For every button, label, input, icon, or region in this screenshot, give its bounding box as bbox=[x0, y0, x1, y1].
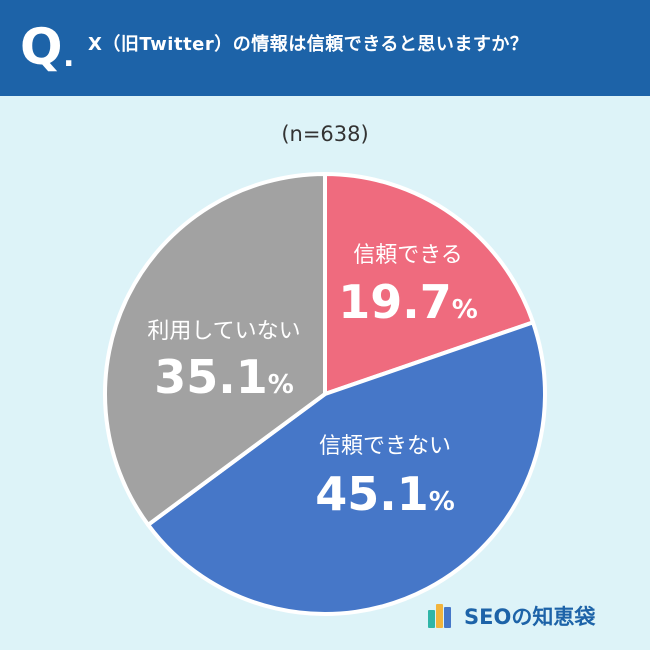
pie-labels: 信頼できる 19.7% 信頼できない 45.1% 利用していない 35.1% bbox=[147, 243, 477, 521]
slice-label-trust: 信頼できる bbox=[353, 243, 463, 268]
slice-value-trust: 19.7% bbox=[338, 275, 478, 329]
q-dot: . bbox=[63, 39, 75, 74]
slice-value-distrust: 45.1% bbox=[315, 467, 455, 521]
brand-bars-icon bbox=[428, 604, 458, 628]
slice-label-distrust: 信頼できない bbox=[319, 434, 451, 459]
brand-name: SEOの知恵袋 bbox=[464, 605, 596, 629]
question-text: X（旧Twitter）の情報は信頼できると思いますか？ bbox=[88, 34, 529, 55]
q-mark-icon: Q bbox=[20, 18, 63, 76]
pie-slices bbox=[103, 172, 547, 616]
brand-logo: SEOの知恵袋 bbox=[428, 600, 595, 632]
pie-slice-distrust bbox=[146, 320, 547, 616]
slice-value-unused: 35.1% bbox=[154, 350, 294, 404]
slice-label-unused: 利用していない bbox=[147, 319, 300, 344]
pie-slice-unused bbox=[103, 172, 327, 527]
sample-size: (n=638) bbox=[281, 122, 369, 146]
question-header: Q . X（旧Twitter）の情報は信頼できると思いますか？ bbox=[0, 0, 650, 96]
